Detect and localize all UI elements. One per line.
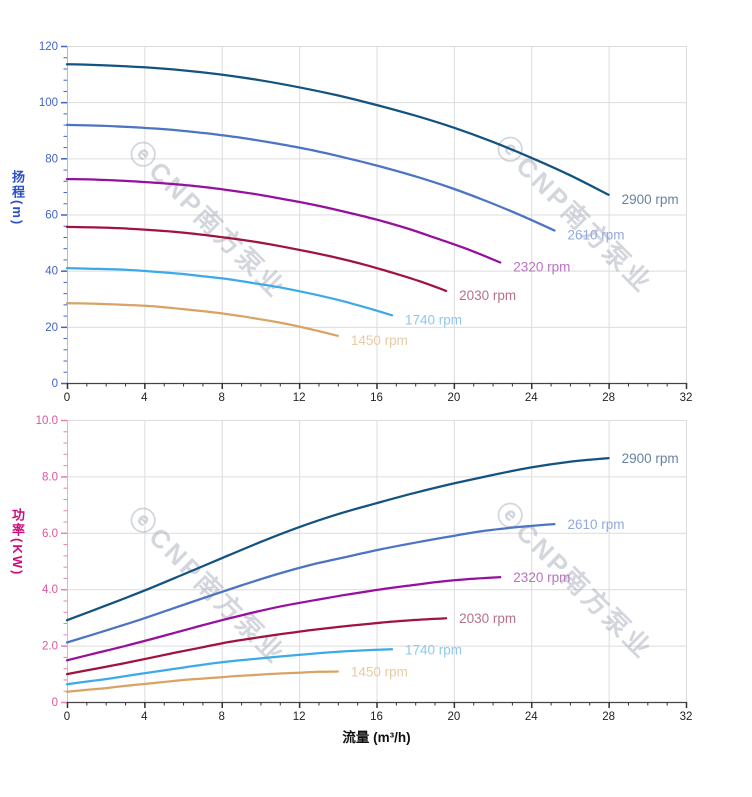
power-curve-1450-rpm: [65, 670, 339, 693]
head-curve-2320-rpm: [65, 177, 502, 264]
power-x-ticks: [66, 702, 688, 708]
power-y-tick-label: 8.0: [42, 471, 58, 483]
head-y-ticks: [61, 45, 67, 385]
power-curve-label-1450-rpm: 1450 rpm: [351, 665, 408, 680]
head-x-tick-label: 12: [293, 392, 306, 404]
power-x-tick-label: 20: [447, 711, 460, 723]
power-x-tick-label: 4: [141, 711, 148, 723]
head-x-tick-label: 4: [141, 392, 148, 404]
power-x-tick-label: 0: [64, 711, 70, 723]
power-curve-2610-rpm: [65, 522, 556, 644]
head-axis-title: 扬程(m): [10, 170, 25, 227]
head-curve-label-2030-rpm: 2030 rpm: [459, 288, 516, 303]
power-x-tick-label: 12: [293, 711, 306, 723]
head-x-tick-label: 0: [64, 392, 70, 404]
head-curve-1450-rpm: [65, 302, 339, 337]
head-y-tick-label: 120: [39, 41, 58, 53]
head-chart-grid: [67, 46, 687, 383]
head-chart-watermark-0: ⓔCNP南方泵业: [123, 135, 292, 304]
head-curve-label-2900-rpm: 2900 rpm: [622, 192, 679, 207]
power-y-tick-label: 10.0: [36, 415, 58, 427]
power-y-tick-label: 2.0: [42, 641, 58, 653]
power-curve-label-2320-rpm: 2320 rpm: [513, 570, 570, 585]
power-curve-2030-rpm: [65, 617, 448, 676]
power-curve-label-2030-rpm: 2030 rpm: [459, 611, 516, 626]
power-y-tick-label: 6.0: [42, 528, 58, 540]
power-x-tick-label: 8: [219, 711, 225, 723]
head-curve-label-1450-rpm: 1450 rpm: [351, 333, 408, 348]
head-x-tick-label: 16: [370, 392, 383, 404]
head-curve-2900-rpm: [65, 63, 610, 196]
power-x-tick-label: 32: [680, 711, 693, 723]
head-y-tick-label: 100: [39, 97, 58, 109]
power-curve-2900-rpm: [65, 456, 610, 622]
flow-axis-title: 流量 (m³/h): [342, 730, 411, 745]
power-chart-watermark-0: ⓔCNP南方泵业: [123, 501, 292, 670]
head-x-tick-label: 24: [525, 392, 538, 404]
head-x-ticks: [66, 383, 688, 389]
power-x-tick-label: 16: [370, 711, 383, 723]
power-y-ticks: [61, 419, 67, 704]
head-y-tick-label: 80: [45, 153, 58, 165]
head-curve-label-1740-rpm: 1740 rpm: [405, 312, 462, 327]
head-x-tick-label: 32: [680, 392, 693, 404]
power-curve-2320-rpm: [65, 575, 502, 662]
head-y-tick-label: 40: [45, 266, 58, 278]
power-curve-label-1740-rpm: 1740 rpm: [405, 642, 462, 657]
head-curve-1740-rpm: [65, 266, 394, 317]
head-curve-2610-rpm: [65, 123, 556, 232]
head-x-tick-label: 8: [219, 392, 225, 404]
head-curve-label-2610-rpm: 2610 rpm: [567, 228, 624, 243]
head-curve-2030-rpm: [65, 225, 448, 293]
power-axis-title: 功率(KW): [10, 508, 25, 577]
head-x-tick-label: 20: [447, 392, 460, 404]
power-y-tick-label: 0: [52, 697, 58, 709]
head-y-tick-label: 60: [45, 210, 58, 222]
head-y-tick-label: 20: [45, 322, 58, 334]
head-curve-label-2320-rpm: 2320 rpm: [513, 260, 570, 275]
power-curve-1740-rpm: [65, 648, 394, 686]
power-curve-label-2900-rpm: 2900 rpm: [622, 451, 679, 466]
head-x-tick-label: 28: [602, 392, 615, 404]
power-chart-grid: [67, 420, 687, 702]
power-y-tick-label: 4.0: [42, 584, 58, 596]
power-curve-label-2610-rpm: 2610 rpm: [567, 517, 624, 532]
power-x-tick-label: 28: [602, 711, 615, 723]
head-y-tick-label: 0: [52, 378, 58, 390]
power-x-tick-label: 24: [525, 711, 538, 723]
